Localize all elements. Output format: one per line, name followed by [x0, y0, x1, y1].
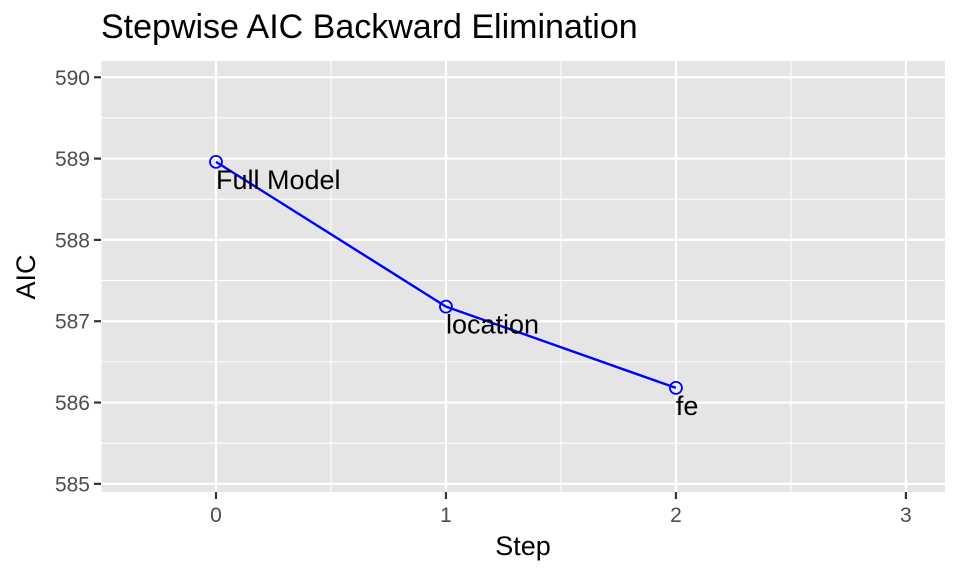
y-tick-label: 589 — [55, 148, 90, 171]
data-point — [439, 299, 453, 314]
minor-gridlines — [100, 61, 945, 492]
x-tick-label: 2 — [670, 504, 682, 527]
point-label: fe — [676, 391, 699, 421]
y-tick-label: 586 — [55, 392, 90, 415]
data-point — [209, 154, 223, 169]
major-gridlines — [101, 61, 945, 492]
x-axis: 0 1 2 3 — [210, 492, 912, 527]
x-axis-title: Step — [495, 531, 551, 561]
y-axis-title: AIC — [11, 254, 41, 299]
point-labels: Full Model location fe — [216, 165, 698, 421]
x-tick-label: 1 — [440, 504, 452, 527]
y-axis: 585 586 587 588 589 590 — [55, 67, 101, 496]
y-tick-label: 590 — [55, 67, 90, 90]
y-tick-label: 585 — [55, 473, 90, 496]
y-tick-label: 588 — [55, 229, 90, 252]
aic-line — [215, 160, 677, 390]
x-tick-label: 3 — [900, 504, 912, 527]
data-point — [669, 381, 683, 395]
aic-series — [209, 154, 683, 395]
y-tick-label: 587 — [55, 311, 90, 334]
plot-panel — [101, 61, 945, 492]
point-label: location — [446, 310, 539, 340]
chart-title: Stepwise AIC Backward Elimination — [101, 8, 638, 46]
point-label: Full Model — [216, 165, 341, 195]
x-tick-label: 0 — [210, 504, 222, 527]
